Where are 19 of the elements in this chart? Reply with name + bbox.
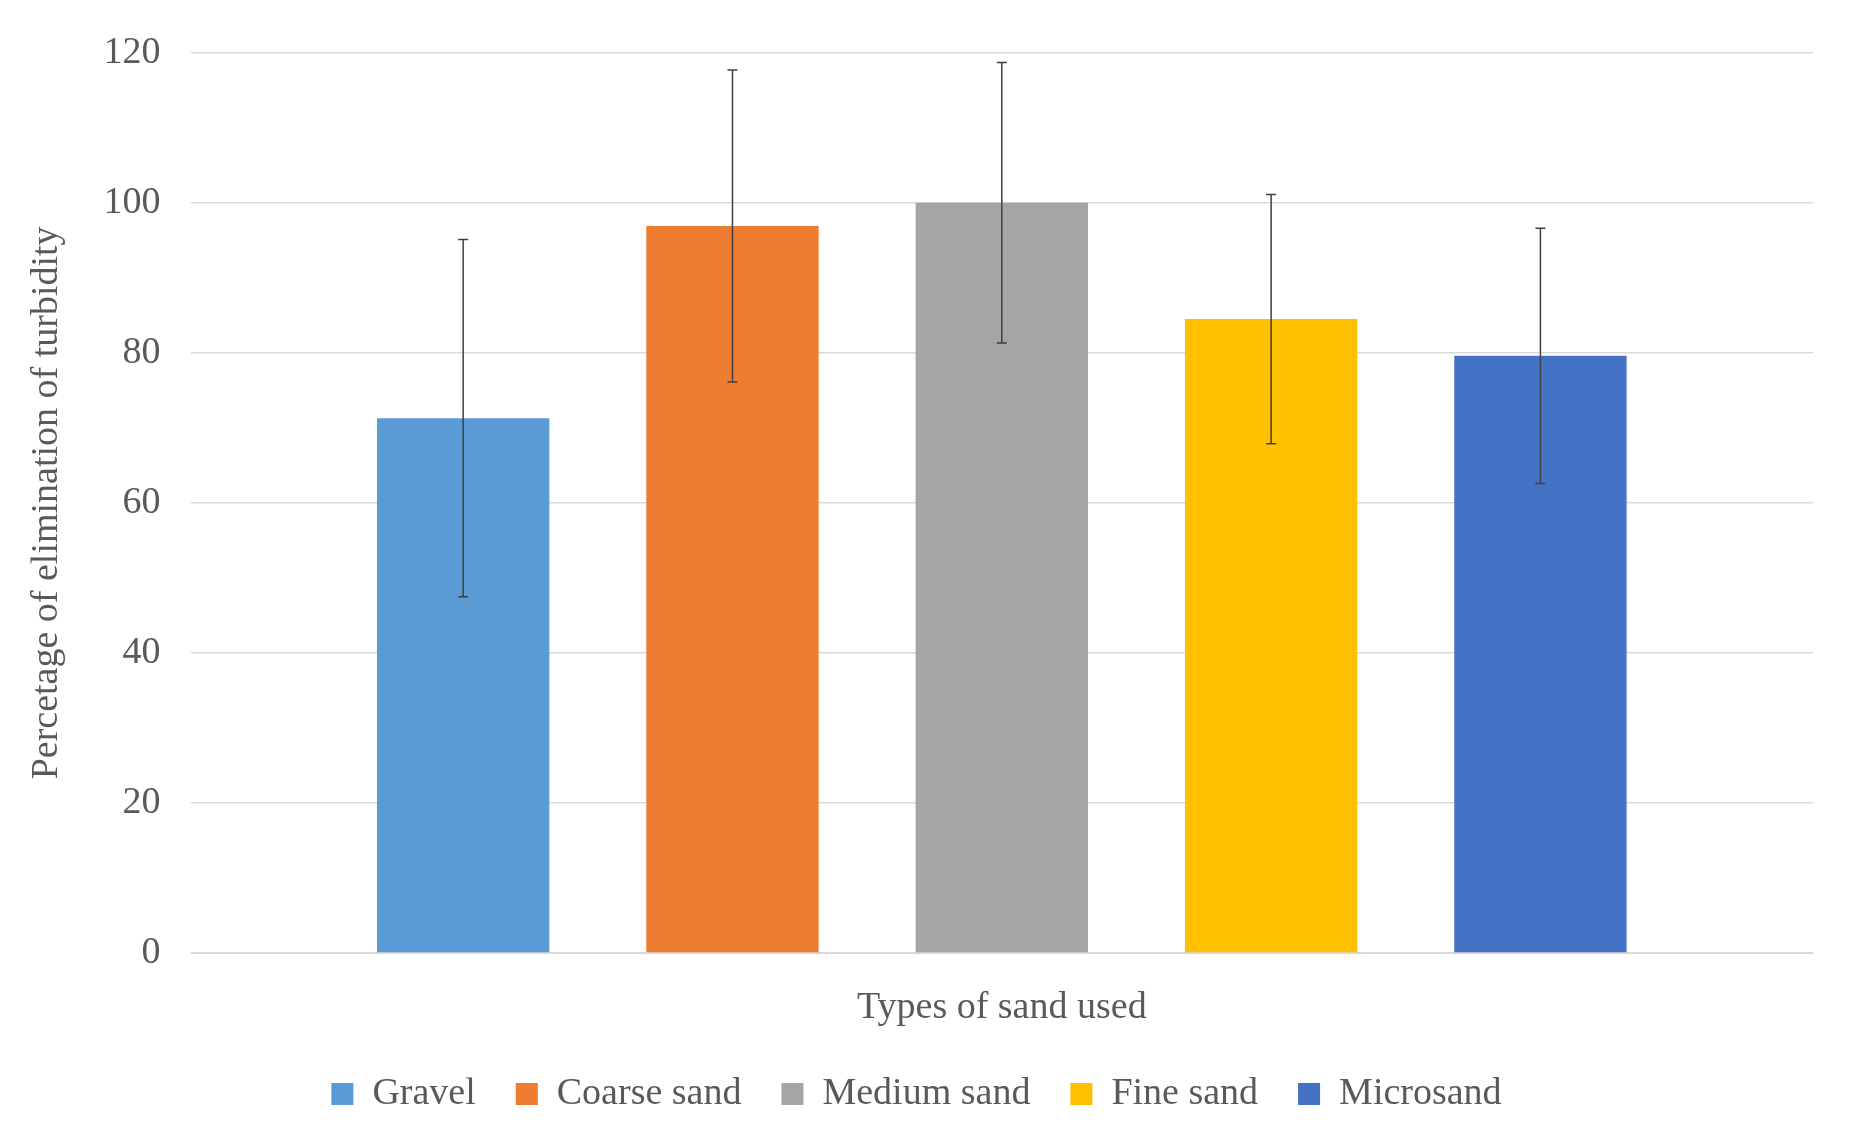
y-tick-label: 20: [122, 778, 161, 821]
legend-label: Medium sand: [822, 1069, 1031, 1112]
y-tick-label: 40: [122, 628, 161, 671]
legend-label: Microsand: [1339, 1069, 1502, 1112]
bar: [376, 418, 550, 953]
y-axis-title: Percetage of elimination of turbidity: [22, 226, 65, 780]
bar: [1454, 355, 1627, 953]
x-axis-title: Types of sand used: [856, 984, 1147, 1027]
y-tick-label: 120: [103, 28, 161, 71]
bar: [915, 202, 1088, 953]
legend-label: Fine sand: [1111, 1069, 1259, 1112]
y-tick-label: 0: [141, 928, 161, 971]
y-tick-label: 80: [122, 328, 161, 371]
legend-label: Gravel: [372, 1069, 476, 1112]
bar: [646, 226, 819, 953]
legend-label: Coarse sand: [556, 1069, 742, 1112]
y-tick-label: 100: [103, 178, 161, 221]
bar: [1184, 319, 1358, 953]
y-tick-label: 60: [122, 478, 161, 521]
